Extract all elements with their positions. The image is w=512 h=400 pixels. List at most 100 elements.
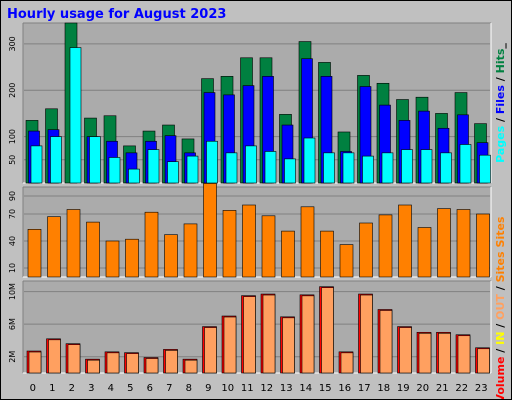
- pages-bar: [206, 140, 218, 184]
- x-tick-label: 16: [338, 383, 351, 394]
- sites-bar: [105, 240, 120, 278]
- volume-bar: [418, 332, 432, 374]
- pages-bar: [89, 136, 101, 184]
- x-tick-label: 22: [455, 383, 468, 394]
- pages-bar: [186, 155, 199, 184]
- x-tick-label: 2: [69, 383, 75, 394]
- sites-bar: [320, 230, 334, 278]
- pages-bar: [108, 157, 121, 184]
- sites-bar: [281, 230, 295, 278]
- sites-bar: [125, 238, 139, 278]
- volume-bar: [184, 359, 198, 374]
- sites-bar: [86, 221, 100, 278]
- volume-bar: [67, 344, 81, 374]
- y-tick-label: 2M: [8, 351, 17, 363]
- sites-bar: [398, 204, 412, 278]
- sites-bar: [476, 213, 490, 278]
- volume-bar: [262, 294, 276, 374]
- pages-bar: [401, 149, 413, 184]
- volume-bar: [243, 296, 256, 374]
- pages-bar: [459, 144, 472, 184]
- pages-bar: [342, 152, 355, 184]
- pages-bar: [284, 158, 296, 184]
- x-tick-label: 20: [416, 383, 429, 394]
- pages-bar: [50, 136, 62, 184]
- pages-bar: [381, 152, 394, 184]
- volume-bar: [379, 310, 393, 374]
- y-tick-label: 200: [8, 83, 17, 98]
- pages-bar: [30, 145, 43, 184]
- y-tick-label: 300: [8, 36, 17, 51]
- hour-axis: 0 1 2 3 4 5 6 7 8 9 10 11 12 13 14 15 16 17 18 19 20 21 22 23: [30, 383, 488, 394]
- x-tick-label: 4: [108, 383, 114, 394]
- x-tick-label: 5: [127, 383, 133, 394]
- pages-bar: [323, 152, 335, 184]
- legend-label: Sites: [494, 216, 507, 247]
- x-tick-label: 0: [30, 383, 36, 394]
- chart-title: Hourly usage for August 2023: [7, 7, 226, 22]
- pages-bar: [264, 151, 277, 184]
- y-tick-label: 100: [8, 129, 17, 144]
- sites-bar: [300, 206, 315, 278]
- y-tick-label: 90: [8, 191, 17, 201]
- x-tick-label: 14: [299, 383, 312, 394]
- pages-bar: [440, 152, 452, 184]
- volume-bar: [477, 348, 490, 374]
- x-tick-label: 18: [377, 383, 390, 394]
- sites-bar: [164, 234, 178, 278]
- pages-bar: [69, 47, 82, 184]
- pages-bar: [362, 155, 374, 184]
- x-tick-label: 7: [166, 383, 172, 394]
- pages-bar: [225, 152, 238, 184]
- x-tick-label: 21: [436, 383, 449, 394]
- sites-bar: [339, 244, 354, 278]
- pages-bar: [479, 154, 491, 184]
- volume-bar: [223, 316, 237, 374]
- volume-bar: [204, 327, 217, 374]
- sites-bar: [222, 210, 237, 278]
- x-tick-label: 17: [358, 383, 371, 394]
- pages-bar: [167, 161, 179, 184]
- y-tick-label: 10M: [8, 283, 17, 300]
- x-tick-label: 15: [319, 383, 332, 394]
- volume-bar: [340, 352, 354, 374]
- volume-bar: [28, 351, 42, 374]
- volume-bar: [301, 295, 315, 374]
- sites-bar: [359, 222, 373, 278]
- volume-bar: [321, 287, 334, 374]
- y-tick-label: 10: [8, 263, 17, 273]
- pages-bar: [420, 149, 433, 184]
- y-tick-label: 50: [8, 155, 17, 165]
- volume-bar: [165, 350, 178, 374]
- sites-bar: [437, 208, 451, 278]
- legend-label: Volume / IN / OUT / Sites: [494, 251, 507, 399]
- pages-bar: [147, 149, 160, 184]
- volume-bar: [145, 358, 159, 374]
- x-tick-label: 3: [88, 383, 94, 394]
- volume-bar: [399, 327, 412, 374]
- volume-bar: [282, 317, 295, 374]
- x-tick-label: 1: [49, 383, 55, 394]
- x-tick-label: 19: [397, 383, 410, 394]
- x-tick-label: 10: [221, 383, 234, 394]
- sites-bar: [203, 183, 217, 278]
- sites-bar: [183, 223, 198, 278]
- sites-bar: [242, 204, 256, 278]
- sites-bar: [144, 211, 159, 278]
- volume-bar: [87, 359, 100, 374]
- volume-bar: [48, 339, 61, 374]
- requests-panel: 50 100 200 300 Pages / Files / Hits_: [8, 22, 507, 184]
- y-tick-label: 40: [8, 236, 17, 246]
- x-tick-label: 23: [475, 383, 488, 394]
- x-tick-label: 11: [241, 383, 254, 394]
- y-tick-label: 70: [8, 209, 17, 219]
- legend-label: Pages / Files / Hits_: [494, 43, 507, 163]
- sites-bar: [417, 227, 432, 278]
- volume-bar: [438, 332, 451, 374]
- sites-bar: [261, 215, 276, 278]
- y-tick-label: 6M: [8, 318, 17, 330]
- sites-bar: [66, 209, 81, 278]
- sites-bar: [27, 229, 42, 278]
